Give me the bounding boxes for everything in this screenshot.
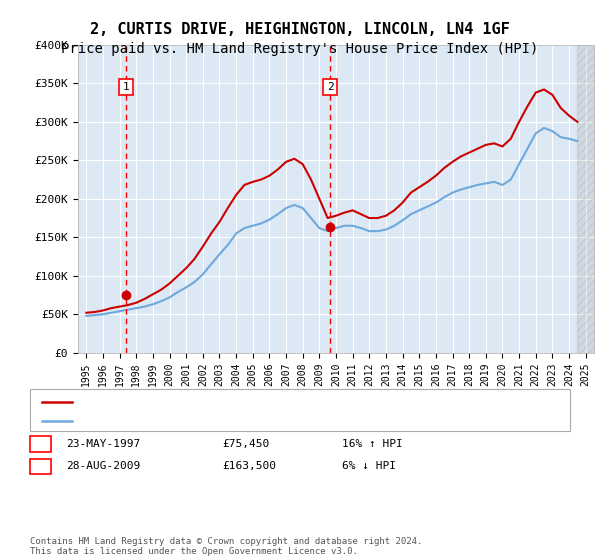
Text: 1: 1 <box>122 82 130 92</box>
Text: 16% ↑ HPI: 16% ↑ HPI <box>342 439 403 449</box>
Bar <box>577 45 594 353</box>
Text: 2: 2 <box>37 461 44 472</box>
Text: 28-AUG-2009: 28-AUG-2009 <box>66 461 140 472</box>
Text: 2, CURTIS DRIVE, HEIGHINGTON, LINCOLN, LN4 1GF (detached house): 2, CURTIS DRIVE, HEIGHINGTON, LINCOLN, L… <box>75 397 469 407</box>
Text: 2, CURTIS DRIVE, HEIGHINGTON, LINCOLN, LN4 1GF: 2, CURTIS DRIVE, HEIGHINGTON, LINCOLN, L… <box>90 22 510 38</box>
Text: 23-MAY-1997: 23-MAY-1997 <box>66 439 140 449</box>
Text: 1: 1 <box>37 439 44 449</box>
Text: 2: 2 <box>327 82 334 92</box>
Text: 6% ↓ HPI: 6% ↓ HPI <box>342 461 396 472</box>
Text: Contains HM Land Registry data © Crown copyright and database right 2024.: Contains HM Land Registry data © Crown c… <box>30 537 422 546</box>
Text: £75,450: £75,450 <box>222 439 269 449</box>
Text: This data is licensed under the Open Government Licence v3.0.: This data is licensed under the Open Gov… <box>30 547 358 556</box>
Text: HPI: Average price, detached house, North Kesteven: HPI: Average price, detached house, Nort… <box>75 416 388 426</box>
Text: £163,500: £163,500 <box>222 461 276 472</box>
Text: Price paid vs. HM Land Registry's House Price Index (HPI): Price paid vs. HM Land Registry's House … <box>61 42 539 56</box>
